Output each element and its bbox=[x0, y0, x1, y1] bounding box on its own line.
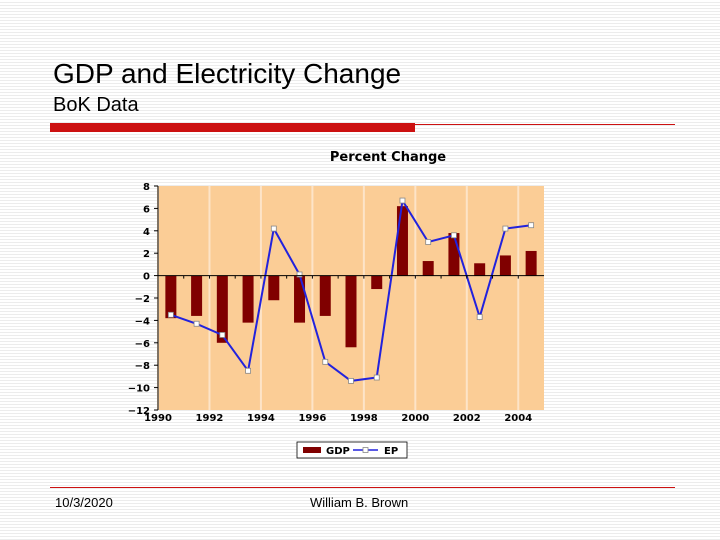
gdp-bar-2000 bbox=[422, 261, 434, 276]
y-tick-label: −4 bbox=[135, 316, 150, 327]
ep-point-2003 bbox=[502, 225, 509, 232]
ep-point-2002 bbox=[476, 314, 483, 320]
y-tick-label: −6 bbox=[135, 339, 150, 350]
ep-point-2000 bbox=[425, 239, 432, 245]
x-tick-label-1992: 1992 bbox=[196, 413, 224, 424]
x-tick-label-2000: 2000 bbox=[401, 413, 429, 424]
ep-point-1999 bbox=[399, 197, 406, 204]
gdp-bar-1991 bbox=[191, 275, 203, 316]
ep-point-2001 bbox=[451, 232, 457, 239]
ep-point-1990 bbox=[167, 311, 174, 318]
ep-point-1997 bbox=[348, 377, 354, 384]
y-tick-label: −2 bbox=[135, 294, 150, 305]
legend-gdp-swatch bbox=[303, 447, 321, 453]
gdp-bar-1998 bbox=[371, 275, 383, 290]
legend-ep-label: EP bbox=[384, 446, 398, 457]
x-tick-label-1998: 1998 bbox=[350, 413, 378, 424]
y-tick-label: 6 bbox=[143, 204, 150, 215]
legend-box bbox=[296, 441, 408, 459]
gdp-bar-1993 bbox=[242, 275, 254, 323]
y-tick-label: −8 bbox=[135, 361, 150, 372]
y-tick-label: 8 bbox=[143, 182, 150, 193]
ep-point-1991 bbox=[193, 320, 200, 327]
legend-gdp-label: GDP bbox=[326, 446, 350, 457]
ep-point-1995 bbox=[296, 271, 303, 278]
slide-subtitle: BoK Data bbox=[53, 94, 139, 116]
title-accent-bar bbox=[50, 123, 415, 132]
footer-date: 10/3/2020 bbox=[55, 495, 113, 510]
ep-point-2004 bbox=[528, 222, 535, 229]
ep-point-1998 bbox=[373, 374, 380, 381]
ep-line-series bbox=[167, 197, 535, 384]
gdp-bar-1997 bbox=[345, 275, 357, 348]
gdp-bar-1995 bbox=[294, 275, 306, 323]
gdp-bar-2003 bbox=[499, 255, 511, 276]
ep-point-1992 bbox=[219, 332, 226, 338]
title-accent-line bbox=[415, 124, 675, 125]
x-tick-label-1996: 1996 bbox=[298, 413, 326, 424]
gdp-bars bbox=[165, 206, 537, 348]
gdp-bar-1999 bbox=[396, 206, 408, 276]
ep-point-1996 bbox=[322, 358, 329, 365]
ep-point-1994 bbox=[270, 225, 277, 232]
footer-author: William B. Brown bbox=[310, 495, 409, 510]
y-tick-label: 2 bbox=[143, 249, 150, 260]
y-tick-label: 0 bbox=[143, 272, 150, 283]
y-tick-label: −12 bbox=[128, 406, 150, 417]
chart-title: Percent Change bbox=[330, 150, 446, 165]
gdp-bar-1994 bbox=[268, 275, 280, 301]
gdp-bar-1990 bbox=[165, 275, 177, 319]
slide-title: GDP and Electricity Change bbox=[53, 58, 402, 89]
x-axis: 1990 1992 1994 1996 1998 2000 2002 2004 bbox=[144, 275, 544, 424]
gdp-bar-2002 bbox=[474, 263, 486, 276]
footer-divider bbox=[50, 487, 675, 488]
y-tick-label: −10 bbox=[128, 384, 150, 395]
gdp-bar-2001 bbox=[448, 233, 460, 276]
legend-ep-marker bbox=[362, 447, 369, 453]
y-axis: 8 6 4 2 0 −2 −4 −6 −8 −10 −12 bbox=[128, 182, 159, 417]
y-tick-label: 4 bbox=[143, 227, 150, 238]
gdp-bar-1996 bbox=[319, 275, 331, 316]
x-tick-label-2002: 2002 bbox=[453, 413, 481, 424]
x-tick-label-1990: 1990 bbox=[144, 413, 172, 424]
x-tick-label-2004: 2004 bbox=[504, 413, 532, 424]
legend: GDP EP bbox=[296, 441, 408, 459]
ep-point-1993 bbox=[245, 367, 251, 374]
gdp-bar-1992 bbox=[216, 275, 228, 343]
gdp-bar-2004 bbox=[525, 250, 537, 276]
x-tick-label-1994: 1994 bbox=[247, 413, 275, 424]
